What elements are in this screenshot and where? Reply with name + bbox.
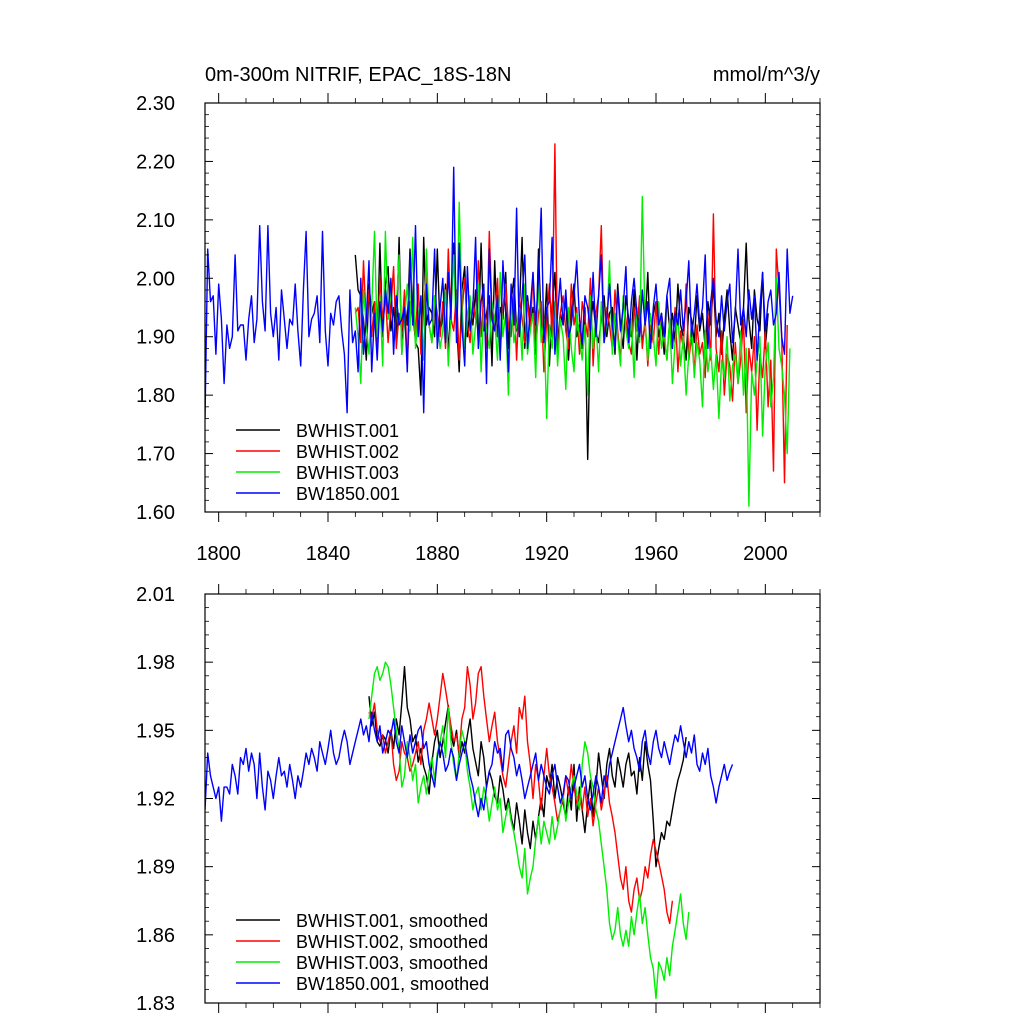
series-line-bwhist-003-smoothed — [368, 661, 690, 1000]
series-group — [205, 661, 734, 1000]
x-tick-label: 2000 — [743, 543, 788, 565]
legend-label: BW1850.001, smoothed — [296, 974, 489, 994]
y-tick-label: 2.00 — [136, 268, 175, 290]
units-label: mmol/m^3/y — [713, 64, 820, 86]
y-tick-label: 1.86 — [136, 925, 175, 947]
y-tick-label: 1.98 — [136, 652, 175, 674]
y-tick-label: 1.60 — [136, 502, 175, 524]
y-tick-label: 2.30 — [136, 93, 175, 115]
y-tick-label: 1.90 — [136, 327, 175, 349]
y-tick-label: 1.80 — [136, 385, 175, 407]
legend-label: BWHIST.002, smoothed — [296, 932, 488, 952]
y-tick-label: 2.10 — [136, 210, 175, 232]
legend-label: BWHIST.003, smoothed — [296, 953, 488, 973]
y-tick-label: 2.01 — [136, 584, 175, 606]
legend-label: BWHIST.002 — [296, 442, 399, 462]
series-line-bw1850-001 — [205, 166, 794, 419]
bottom-chart-panel: 1.83 1.86 1.89 1.92 1.95 1.98 2.01 BWHIST.001, … — [136, 584, 821, 1015]
y-tick-label: 1.92 — [136, 789, 175, 811]
legend-label: BWHIST.001 — [296, 421, 399, 441]
y-tick-label: 1.95 — [136, 720, 175, 742]
x-tick-label: 1960 — [634, 543, 679, 565]
y-tick-label: 1.89 — [136, 857, 175, 879]
chart-title: 0m-300m NITRIF, EPAC_18S-18N — [205, 64, 511, 86]
series-line-bw1850-001-smoothed — [205, 706, 734, 822]
y-tick-label: 2.20 — [136, 151, 175, 173]
legend-label: BWHIST.003 — [296, 463, 399, 483]
legend-label: BWHIST.001, smoothed — [296, 911, 488, 931]
series-group — [205, 143, 794, 507]
y-tick-label: 1.70 — [136, 444, 175, 466]
y-tick-label: 1.83 — [136, 993, 175, 1015]
x-tick-label: 1880 — [415, 543, 460, 565]
x-tick-label: 1800 — [196, 543, 241, 565]
legend-label: BW1850.001 — [296, 484, 400, 504]
x-tick-label: 1840 — [306, 543, 351, 565]
top-chart-panel: 1.60 1.70 1.80 1.90 2.00 2.10 2.20 2.30 1800 1840… — [136, 64, 821, 565]
series-line-bwhist-002-smoothed — [368, 666, 674, 925]
series-line-bwhist-003 — [354, 195, 791, 507]
plot-frame — [204, 102, 821, 513]
x-tick-label: 1920 — [524, 543, 569, 565]
